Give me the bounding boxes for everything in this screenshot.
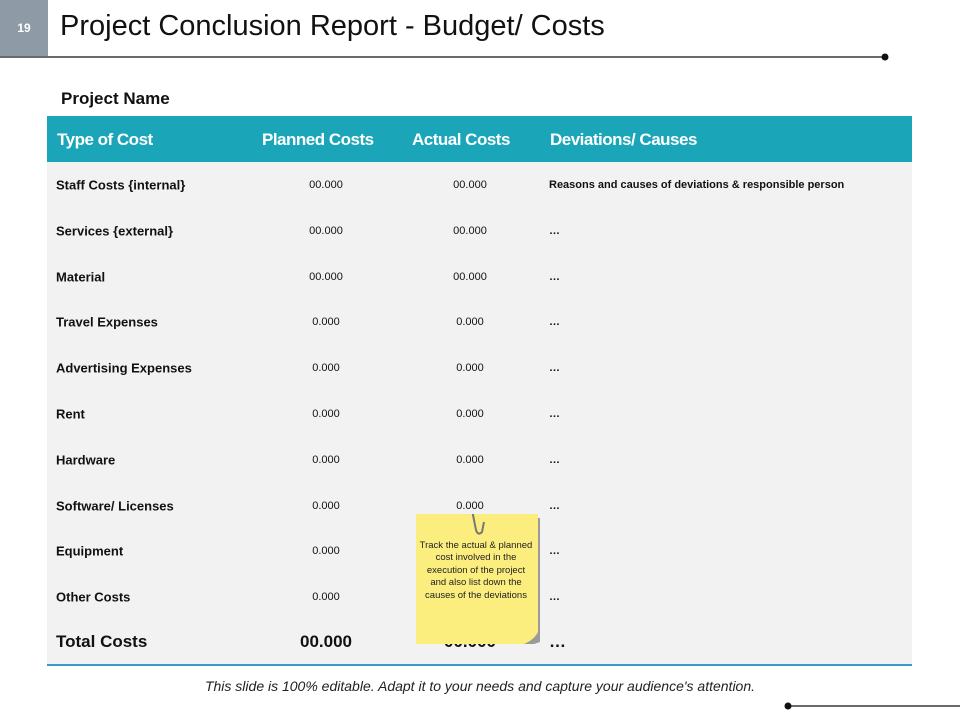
actual-cost: 00.000	[453, 270, 487, 283]
deviation: …	[549, 499, 560, 512]
total-deviation: …	[549, 632, 566, 651]
deviation: …	[549, 591, 560, 604]
cost-type: Staff Costs {internal}	[56, 177, 186, 193]
planned-cost: 00.000	[309, 224, 343, 237]
project-name: Project Name	[61, 89, 170, 108]
actual-cost: 00.000	[453, 224, 487, 237]
total-label: Total Costs	[56, 632, 148, 651]
deviation: …	[549, 408, 560, 420]
slide-number: 19	[0, 0, 48, 56]
cost-type: Equipment	[56, 543, 124, 559]
total-planned: 00.000	[300, 632, 352, 651]
deviation: …	[549, 545, 560, 558]
planned-cost: 00.000	[309, 270, 343, 283]
deviation: …	[549, 270, 560, 283]
cost-type: Rent	[56, 406, 85, 422]
planned-cost: 0.000	[312, 362, 340, 375]
slide-title: Project Conclusion Report - Budget/ Cost…	[60, 10, 605, 42]
planned-cost: 0.000	[312, 453, 340, 466]
cost-type: Travel Expenses	[56, 314, 158, 330]
cost-type: Other Costs	[56, 589, 131, 605]
cost-type: Material	[56, 269, 106, 285]
cost-type: Hardware	[56, 452, 116, 468]
cost-type: Services {external}	[56, 223, 174, 239]
cost-type: Software/ Licenses	[56, 498, 174, 514]
sticky-note	[416, 514, 540, 644]
header-cell: Type of Cost	[57, 130, 153, 149]
deviation: …	[549, 316, 560, 329]
planned-cost: 00.000	[309, 179, 343, 191]
deviation: …	[549, 224, 560, 237]
header-cell: Actual Costs	[412, 130, 510, 149]
actual-cost: 0.000	[456, 499, 484, 512]
actual-cost: 0.000	[456, 316, 484, 329]
header-cell: Deviations/ Causes	[550, 130, 697, 149]
planned-cost: 0.000	[312, 316, 340, 329]
planned-cost: 0.000	[312, 591, 340, 604]
actual-cost: 0.000	[456, 453, 484, 466]
actual-cost: 0.000	[456, 362, 484, 375]
planned-cost: 0.000	[312, 499, 340, 512]
deviation: Reasons and causes of deviations & respo…	[549, 179, 845, 191]
cost-type: Advertising Expenses	[56, 360, 192, 376]
planned-cost: 0.000	[312, 408, 340, 420]
deviation: …	[549, 453, 560, 466]
planned-cost: 0.000	[312, 545, 340, 558]
actual-cost: 0.000	[456, 408, 484, 420]
deviation: …	[549, 362, 560, 375]
table-header: Type of Cost Planned Costs Actual Costs …	[47, 116, 912, 162]
actual-cost: 00.000	[453, 179, 487, 191]
note-text: Track the actual & planned cost involved…	[419, 540, 533, 601]
header-cell: Planned Costs	[262, 130, 374, 149]
footer-text: This slide is 100% editable. Adapt it to…	[204, 678, 756, 694]
